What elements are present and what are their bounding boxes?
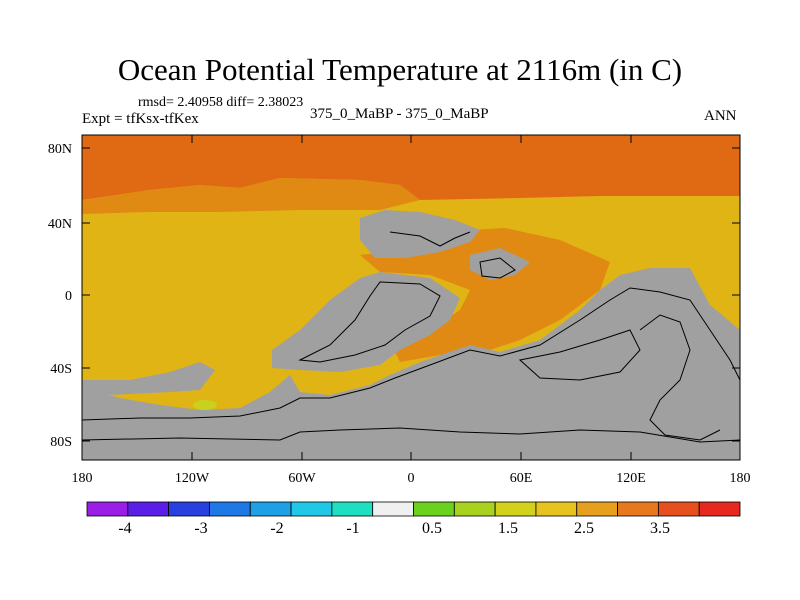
lat-label-40s: 40S	[50, 362, 72, 377]
colorbar-swatch	[372, 501, 414, 517]
northern-mid-band	[82, 178, 420, 214]
colorbar-labels: -4 -3 -2 -1 0.5 1.5 2.5 3.5	[118, 520, 670, 537]
colorbar-label-neg4: -4	[118, 520, 131, 537]
colorbar-swatch	[249, 501, 292, 517]
longitude-labels: 180 120W 60W 0 60E 120E 180	[72, 471, 751, 486]
land-contours	[82, 231, 740, 443]
colorbar-swatch	[657, 501, 700, 517]
colorbar-swatch	[413, 501, 455, 517]
lon-label-60e: 60E	[510, 471, 533, 486]
central-warm-tongue	[360, 228, 610, 362]
colorbar-swatch	[535, 501, 578, 517]
colorbar-swatch	[86, 501, 129, 517]
lat-label-80s: 80S	[50, 435, 72, 450]
colorbar-label-1p5: 1.5	[498, 520, 518, 537]
map-plot-area	[82, 135, 740, 460]
season-label: ANN	[704, 108, 737, 124]
lon-label-120w: 120W	[175, 471, 210, 486]
lat-label-0: 0	[65, 289, 72, 304]
lat-label-80n: 80N	[48, 142, 72, 157]
northern-warm-band	[82, 135, 740, 200]
latitude-labels: 80N 40N 0 40S 80S	[48, 142, 72, 450]
colorbar-swatch	[453, 501, 496, 517]
colorbar-label-neg3: -3	[194, 520, 207, 537]
colorbar-swatch	[494, 501, 537, 517]
colorbar-swatch	[290, 501, 333, 517]
colorbar-label-neg2: -2	[270, 520, 283, 537]
latitude-ticks	[82, 147, 740, 442]
lon-label-180w: 180	[72, 471, 93, 486]
colorbar-swatch	[209, 501, 251, 517]
colorbar-swatch	[576, 501, 618, 517]
lon-label-180e: 180	[730, 471, 751, 486]
colorbar-swatch	[127, 501, 170, 517]
colorbar-label-0p5: 0.5	[422, 520, 442, 537]
colorbar-swatch	[698, 501, 741, 517]
case-label: 375_0_MaBP - 375_0_MaBP	[310, 106, 489, 122]
lon-label-0: 0	[408, 471, 415, 486]
cool-anomaly-patch	[193, 400, 217, 410]
colorbar-label-3p5: 3.5	[650, 520, 670, 537]
land-masses	[82, 210, 740, 460]
colorbar-swatch	[168, 501, 210, 517]
lon-label-60w: 60W	[288, 471, 316, 486]
lat-label-40n: 40N	[48, 217, 72, 232]
experiment-label: Expt = tfKsx-tfKex	[82, 111, 199, 127]
colorbar	[86, 501, 741, 517]
colorbar-swatch	[617, 501, 659, 517]
longitude-ticks	[81, 135, 741, 460]
colorbar-swatch	[331, 501, 374, 517]
colorbar-label-neg1: -1	[346, 520, 359, 537]
stats-text: rmsd= 2.40958 diff= 2.38023	[138, 95, 304, 110]
map-title: Ocean Potential Temperature at 2116m (in…	[117, 52, 683, 87]
lon-label-120e: 120E	[616, 471, 646, 486]
colorbar-label-2p5: 2.5	[574, 520, 594, 537]
